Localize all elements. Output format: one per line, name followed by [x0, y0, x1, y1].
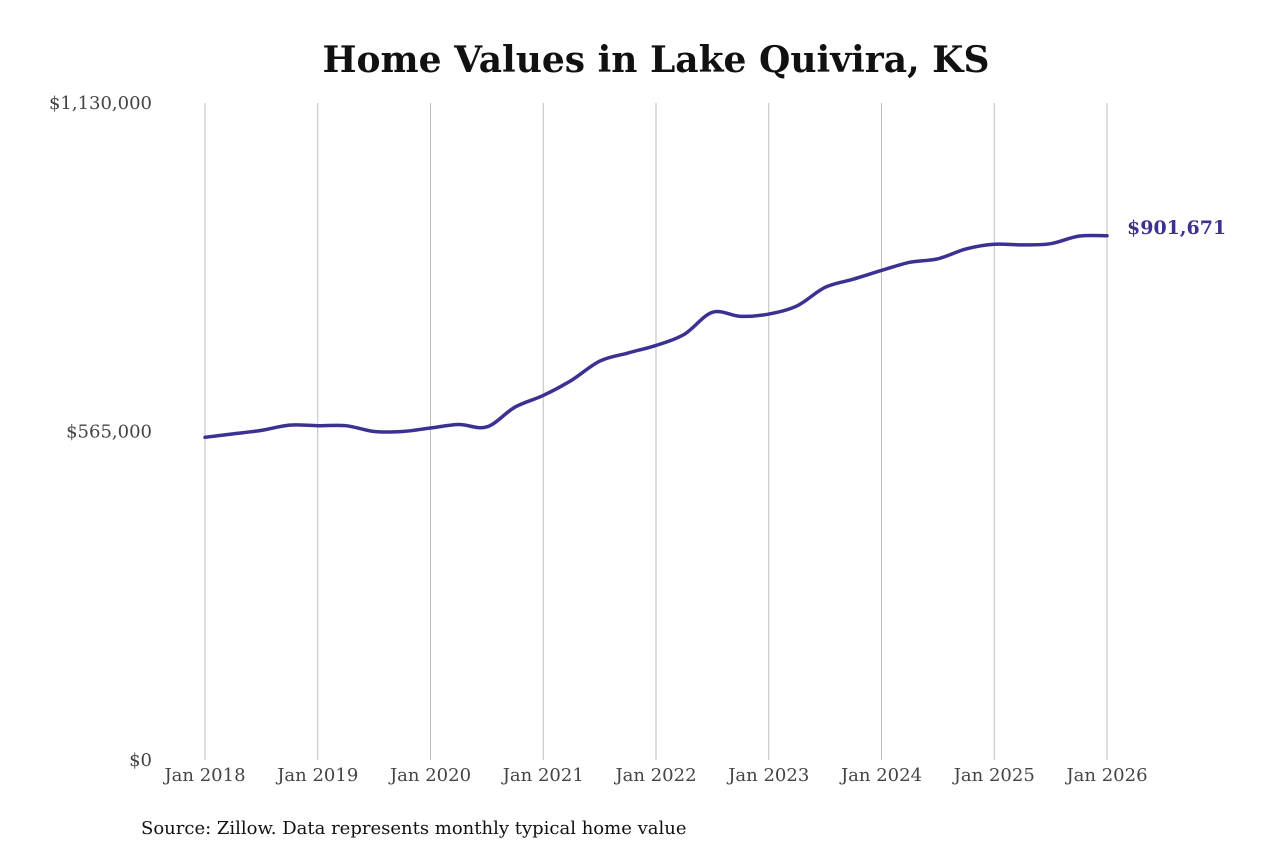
- gridlines: [204, 103, 1108, 760]
- y-axis-ticks: $0 $565,000 $1,130,000: [49, 93, 152, 771]
- x-tick-label: Jan 2020: [388, 765, 471, 786]
- x-tick-label: Jan 2018: [162, 765, 245, 786]
- y-tick-label: $0: [129, 750, 152, 771]
- end-value-label: $901,671: [1127, 217, 1226, 239]
- series-layer: [203, 233, 1109, 440]
- x-tick-label: Jan 2025: [952, 765, 1035, 786]
- x-tick-label: Jan 2026: [1064, 765, 1147, 786]
- x-tick-label: Jan 2019: [275, 765, 358, 786]
- x-tick-label: Jan 2021: [501, 765, 584, 786]
- series-line-0: [203, 233, 1109, 440]
- source-note: Source: Zillow. Data represents monthly …: [141, 818, 687, 839]
- x-tick-label: Jan 2022: [613, 765, 696, 786]
- y-tick-label: $565,000: [66, 422, 152, 443]
- x-axis-ticks: Jan 2018 Jan 2019 Jan 2020 Jan 2021 Jan 2022…: [162, 765, 1147, 786]
- y-tick-label: $1,130,000: [49, 93, 152, 114]
- x-tick-label: Jan 2024: [839, 765, 922, 786]
- chart-title: Home Values in Lake Quivira, KS: [323, 39, 990, 81]
- x-tick-label: Jan 2023: [726, 765, 809, 786]
